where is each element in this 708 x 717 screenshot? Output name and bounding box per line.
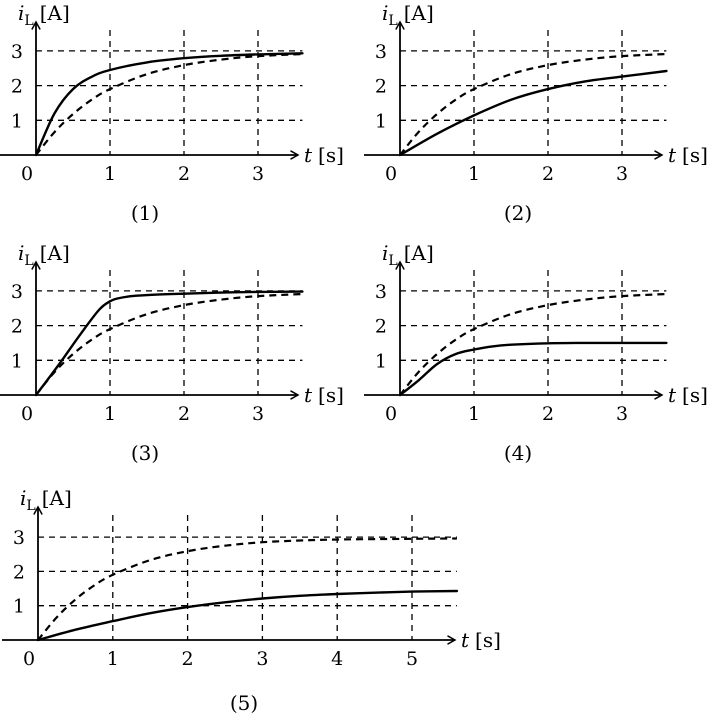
- y-axis-label-unit: [A]: [40, 1, 70, 25]
- dashed-curve: [35, 292, 303, 396]
- origin-label: 0: [385, 403, 397, 425]
- y-axis-label-symbol: i: [382, 241, 388, 265]
- solid-curve: [398, 341, 668, 397]
- y-axis-label-unit: [A]: [42, 486, 72, 510]
- x-tick-label: 3: [616, 163, 628, 185]
- x-tick-label: 3: [252, 163, 264, 185]
- solid-curve: [34, 290, 304, 397]
- dashed-curve: [35, 52, 303, 156]
- x-tick-label: 4: [331, 648, 343, 670]
- chart-caption: (4): [504, 441, 532, 465]
- y-tick-label: 3: [375, 41, 387, 63]
- x-tick-label: 2: [178, 163, 190, 185]
- x-tick-label: 3: [616, 403, 628, 425]
- x-axis-label-symbol: t: [668, 143, 677, 167]
- chart-caption: (3): [131, 441, 159, 465]
- y-tick-label: 2: [375, 76, 387, 98]
- y-tick-label: 3: [11, 281, 23, 303]
- x-tick-label: 1: [107, 648, 119, 670]
- y-tick-label: 2: [11, 316, 23, 338]
- y-axis-label: iL [A]: [18, 1, 70, 29]
- x-axis-label-symbol: t: [461, 628, 470, 652]
- dashed-curve: [399, 52, 667, 156]
- chart-caption: (2): [504, 201, 532, 225]
- chart-1: iL [A] t [s] 0 1 2 3 1 2 3 (1): [0, 1, 344, 225]
- y-tick-label: 2: [13, 561, 25, 583]
- y-axis-label-symbol: i: [18, 241, 24, 265]
- x-tick-label: 1: [468, 403, 480, 425]
- y-tick-label: 1: [375, 110, 387, 132]
- x-axis-label-symbol: t: [304, 143, 313, 167]
- x-tick-label: 2: [178, 403, 190, 425]
- y-tick-label: 3: [375, 281, 387, 303]
- dashed-curve: [399, 292, 667, 396]
- x-tick-label: 1: [104, 163, 116, 185]
- y-axis-label-subscript: L: [26, 498, 35, 514]
- y-tick-label: 3: [13, 527, 25, 549]
- chart-5: iL [A] t [s] 0 1 2 3 4 5 1 2 3 (5): [2, 486, 501, 715]
- y-axis-label-unit: [A]: [404, 1, 434, 25]
- chart-caption: (1): [131, 201, 159, 225]
- x-tick-label: 2: [542, 163, 554, 185]
- chart-3: iL [A] t [s] 0 1 2 3 1 2 3 (3): [0, 241, 344, 465]
- y-axis-label-unit: [A]: [404, 241, 434, 265]
- x-axis-label-symbol: t: [668, 383, 677, 407]
- x-axis-label: t [s]: [461, 628, 501, 652]
- origin-label: 0: [385, 163, 397, 185]
- origin-label: 0: [23, 648, 35, 670]
- x-axis-label-symbol: t: [304, 383, 313, 407]
- y-axis-label: iL [A]: [18, 241, 70, 269]
- x-axis-label: t [s]: [304, 143, 344, 167]
- y-tick-label: 2: [375, 316, 387, 338]
- x-axis-label: t [s]: [304, 383, 344, 407]
- y-axis-label: iL [A]: [20, 486, 72, 514]
- chart-caption: (5): [230, 691, 258, 715]
- origin-label: 0: [21, 403, 33, 425]
- x-axis-label-unit: [s]: [682, 143, 708, 167]
- x-tick-label: 3: [252, 403, 264, 425]
- origin-label: 0: [21, 163, 33, 185]
- x-axis-label-unit: [s]: [318, 143, 344, 167]
- y-axis-label-unit: [A]: [40, 241, 70, 265]
- y-axis-label: iL [A]: [382, 1, 434, 29]
- y-tick-label: 1: [11, 110, 23, 132]
- x-axis-label: t [s]: [668, 143, 708, 167]
- y-axis-label-symbol: i: [20, 486, 26, 510]
- x-tick-label: 1: [104, 403, 116, 425]
- y-axis-label: iL [A]: [382, 241, 434, 269]
- y-axis-label-subscript: L: [24, 13, 33, 29]
- dashed-curve: [37, 537, 457, 641]
- x-tick-label: 5: [406, 648, 418, 670]
- y-axis-label-symbol: i: [382, 1, 388, 25]
- solid-curve: [34, 52, 304, 157]
- y-tick-label: 3: [11, 41, 23, 63]
- y-axis-label-subscript: L: [24, 253, 33, 269]
- x-tick-label: 2: [182, 648, 194, 670]
- x-axis-label-unit: [s]: [475, 628, 501, 652]
- y-tick-label: 1: [13, 596, 25, 618]
- x-axis-label-unit: [s]: [318, 383, 344, 407]
- solid-curve: [36, 589, 459, 642]
- y-axis-label-symbol: i: [18, 1, 24, 25]
- x-tick-label: 3: [256, 648, 268, 670]
- y-tick-label: 2: [11, 76, 23, 98]
- solid-curve: [398, 69, 668, 157]
- x-tick-label: 2: [542, 403, 554, 425]
- x-axis-label: t [s]: [668, 383, 708, 407]
- y-tick-label: 1: [11, 350, 23, 372]
- chart-4: iL [A] t [s] 0 1 2 3 1 2 3 (4): [364, 241, 708, 465]
- y-axis-label-subscript: L: [388, 253, 397, 269]
- x-axis-label-unit: [s]: [682, 383, 708, 407]
- y-tick-label: 1: [375, 350, 387, 372]
- chart-2: iL [A] t [s] 0 1 2 3 1 2 3 (2): [364, 1, 708, 225]
- y-axis-label-subscript: L: [388, 13, 397, 29]
- x-tick-label: 1: [468, 163, 480, 185]
